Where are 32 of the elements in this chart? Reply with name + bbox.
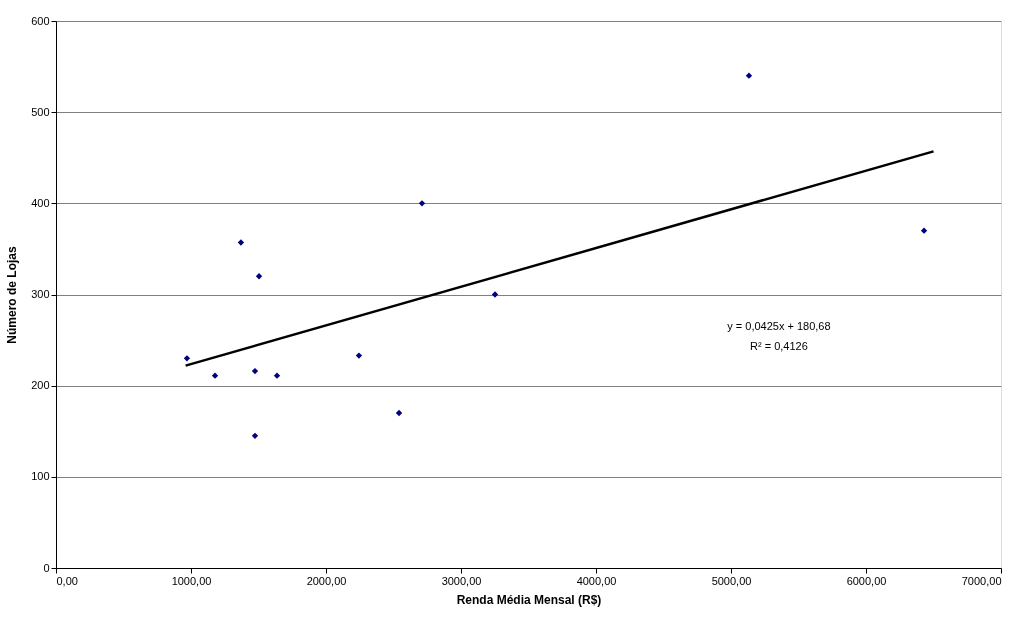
y-tick-label: 600 — [31, 14, 50, 27]
point — [355, 352, 363, 359]
x-tick-label: 6000,00 — [846, 574, 887, 587]
point — [211, 372, 219, 379]
y-tick-label: 200 — [31, 379, 50, 392]
point — [920, 227, 928, 234]
point — [251, 432, 259, 439]
point — [418, 200, 426, 207]
y-axis-title: Número de Lojas — [5, 246, 20, 344]
x-tick-label: 7000,00 — [961, 574, 1002, 587]
point — [183, 355, 191, 362]
point — [273, 372, 281, 379]
y-tick-label: 0 — [43, 561, 50, 574]
point — [395, 409, 403, 417]
point — [491, 291, 499, 298]
y-tick-label: 500 — [31, 105, 50, 118]
y-tick-label: 100 — [31, 470, 50, 483]
x-axis-title: Renda Média Mensal (R$) — [456, 592, 602, 607]
y-tick-label: 400 — [31, 196, 50, 209]
x-tick-label: 3000,00 — [441, 574, 482, 587]
x-tick-label: 1000,00 — [171, 574, 212, 587]
point — [255, 273, 263, 280]
point — [251, 367, 259, 375]
x-tick-label: 0,00 — [56, 574, 78, 587]
x-tick-label: 4000,00 — [576, 574, 617, 587]
point — [745, 72, 753, 79]
x-tick-label: 2000,00 — [306, 574, 347, 587]
y-tick-label: 300 — [31, 288, 50, 300]
x-tick-label: 5000,00 — [711, 574, 752, 587]
annotation: R² = 0,4126 — [750, 340, 808, 353]
annotation: y = 0,0425x + 180,68 — [727, 320, 831, 333]
point — [237, 239, 245, 246]
